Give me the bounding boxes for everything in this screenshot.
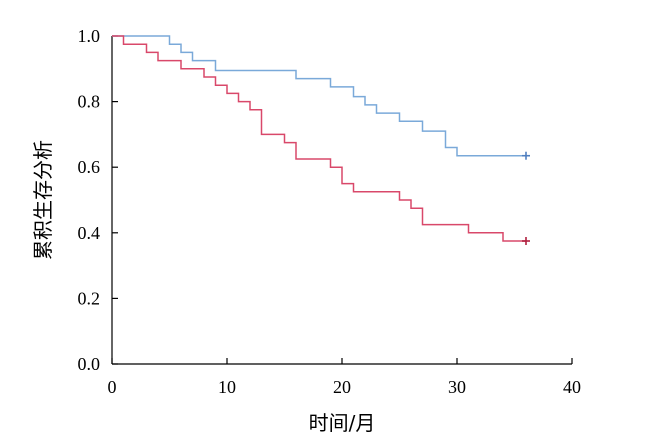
x-tick-label: 0 (108, 377, 117, 397)
x-axis-title: 时间/月 (309, 411, 376, 435)
x-tick-label: 30 (448, 377, 466, 397)
x-tick-label: 20 (333, 377, 351, 397)
survival-curve-1 (112, 35, 526, 157)
y-axis-title: 累积生存分析 (31, 140, 55, 260)
ticks: 0 10 20 30 40 0.0 0.2 0.4 0.6 0.8 1.0 (78, 26, 582, 397)
y-tick-label: 0.6 (78, 157, 101, 177)
survival-curve-2 (112, 35, 526, 242)
x-tick-label: 40 (563, 377, 581, 397)
y-tick-label: 0.0 (78, 354, 101, 374)
y-tick-label: 0.2 (78, 288, 101, 308)
y-tick-label: 0.4 (78, 223, 101, 243)
censor-mark (522, 151, 530, 160)
censor-mark (522, 237, 530, 245)
axes (111, 36, 572, 365)
y-tick-label: 0.8 (78, 92, 101, 112)
x-tick-label: 10 (218, 377, 236, 397)
y-tick-label: 1.0 (78, 26, 101, 46)
series-layer (112, 35, 530, 245)
